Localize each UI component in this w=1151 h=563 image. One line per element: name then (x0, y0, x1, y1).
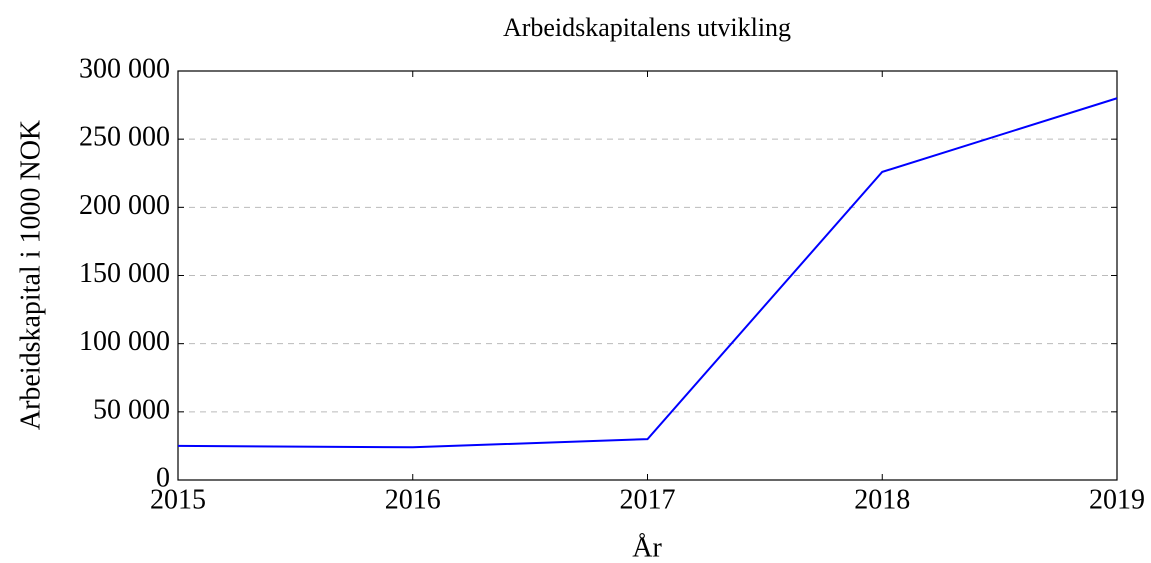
y-axis-label: Arbeidskapital i 1000 NOK (15, 120, 46, 430)
x-tick-label: 2015 (150, 484, 206, 515)
y-tick-label: 0 (156, 462, 170, 493)
y-tick-label: 50 000 (93, 394, 170, 425)
chart-title: Arbeidskapitalens utvikling (503, 13, 791, 42)
x-tick-label: 2017 (620, 484, 676, 515)
x-axis-label: År (632, 532, 662, 563)
y-tick-label: 100 000 (79, 326, 170, 357)
y-tick-label: 250 000 (79, 122, 170, 153)
x-tick-label: 2019 (1089, 484, 1145, 515)
x-tick-label: 2016 (385, 484, 441, 515)
y-tick-label: 150 000 (79, 258, 170, 289)
x-tick-label: 2018 (854, 484, 910, 515)
plot-frame (177, 70, 1118, 481)
data-line (177, 97, 1118, 449)
y-tick-label: 300 000 (79, 53, 170, 84)
y-tick-label: 200 000 (79, 190, 170, 221)
